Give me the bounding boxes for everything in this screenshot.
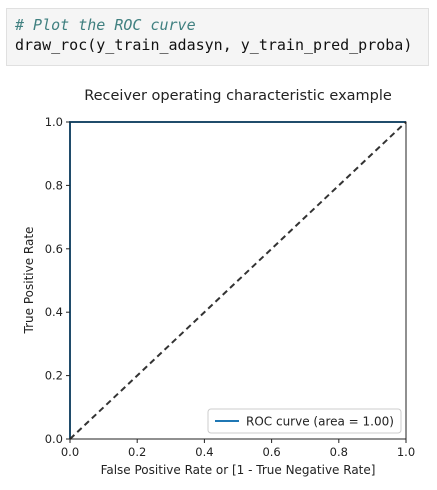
diagonal-reference-line xyxy=(69,121,407,440)
y-axis-label: True Positive Rate xyxy=(22,227,36,335)
code-call: draw_roc(y_train_adasyn, y_train_pred_pr… xyxy=(15,36,413,54)
x-tick-label: 0.8 xyxy=(330,445,348,459)
x-axis-label: False Positive Rate or [1 - True Negativ… xyxy=(101,463,376,477)
y-tick-label: 0.8 xyxy=(45,178,63,192)
x-tick-label: 0.2 xyxy=(128,445,146,459)
y-tick-label: 0.6 xyxy=(45,242,63,256)
plot-frame xyxy=(69,121,407,440)
roc-chart: Receiver operating characteristic exampl… xyxy=(22,88,415,477)
chart-title: Receiver operating characteristic exampl… xyxy=(84,88,392,104)
x-tick-label: 0.0 xyxy=(61,445,79,459)
y-tick-label: 0.4 xyxy=(45,305,63,319)
x-tick-label: 1.0 xyxy=(397,445,415,459)
legend: ROC curve (area = 1.00) xyxy=(207,408,402,434)
y-tick-label: 0.2 xyxy=(45,369,63,383)
y-tick-label: 0.0 xyxy=(45,432,63,446)
x-tick-label: 0.4 xyxy=(195,445,213,459)
code-comment: # Plot the ROC curve xyxy=(15,16,196,34)
code-cell[interactable]: # Plot the ROC curve draw_roc(y_train_ad… xyxy=(6,8,429,66)
legend-box xyxy=(207,408,402,434)
y-tick-label: 1.0 xyxy=(45,115,63,129)
legend-label-roc: ROC curve (area = 1.00) xyxy=(246,415,394,429)
plot-output: Receiver operating characteristic exampl… xyxy=(0,80,437,486)
x-tick-label: 0.6 xyxy=(262,445,280,459)
